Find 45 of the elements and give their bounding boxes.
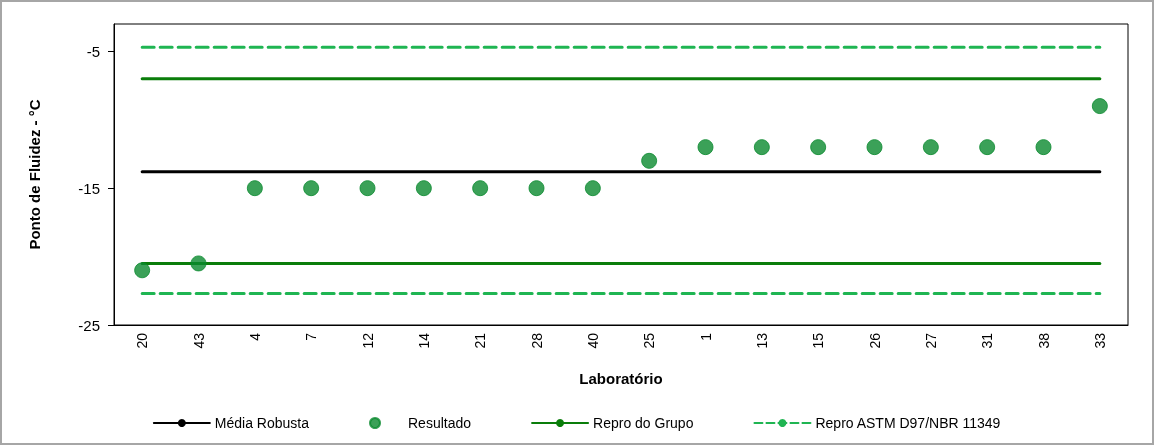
y-tick-label: -5 (86, 42, 100, 60)
y-axis-title: Ponto de Fluidez - °C (26, 99, 43, 250)
point (1091, 98, 1108, 115)
x-tick-label: 38 (1035, 332, 1052, 349)
y-tick-label: -25 (78, 316, 100, 334)
x-tick-label: 1 (697, 332, 714, 341)
point (979, 139, 996, 156)
point (584, 180, 601, 197)
point (753, 139, 770, 156)
x-tick-label: 33 (1091, 332, 1108, 349)
point (246, 180, 263, 197)
y-tick-label: -15 (78, 179, 100, 197)
point (1035, 139, 1052, 156)
point (472, 180, 489, 197)
point (528, 180, 545, 197)
x-tick-label: 43 (190, 332, 207, 349)
x-tick-label: 27 (922, 332, 939, 349)
point (359, 180, 376, 197)
x-tick-label: 20 (134, 332, 151, 349)
x-tick-label: 4 (246, 332, 263, 341)
point (134, 262, 151, 279)
x-tick-label: 28 (528, 332, 545, 349)
point (303, 180, 320, 197)
legend-label: Média Robusta (214, 415, 310, 431)
x-tick-label: 15 (810, 332, 827, 349)
x-tick-label: 40 (584, 332, 601, 349)
x-tick-label: 7 (303, 332, 320, 341)
x-tick-label: 12 (359, 332, 376, 349)
x-tick-label: 31 (979, 332, 996, 349)
x-tick-label: 14 (415, 332, 432, 349)
x-axis-title: Laboratório (579, 370, 663, 387)
point (866, 139, 883, 156)
x-tick-label: 13 (753, 332, 770, 349)
point (697, 139, 714, 156)
legend-label: Resultado (408, 415, 472, 431)
point (641, 152, 658, 169)
point (190, 255, 207, 272)
point (810, 139, 827, 156)
legend-label: Repro do Grupo (593, 415, 694, 431)
x-tick-label: 25 (641, 332, 658, 349)
legend-label: Repro ASTM D97/NBR 11349 (815, 415, 1001, 431)
x-tick-label: 21 (472, 332, 489, 349)
point (922, 139, 939, 156)
point (415, 180, 432, 197)
x-tick-label: 26 (866, 332, 883, 349)
